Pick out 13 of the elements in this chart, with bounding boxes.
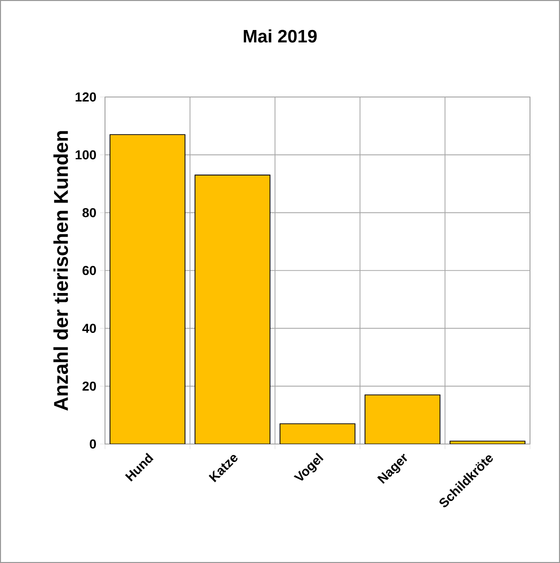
chart-title: Mai 2019 <box>244 29 317 43</box>
bar <box>280 424 356 444</box>
bar <box>195 175 270 444</box>
y-tick-label: 0 <box>90 439 96 449</box>
bar <box>110 134 185 444</box>
bar <box>365 394 440 444</box>
y-tick-label: 20 <box>82 382 96 391</box>
y-tick-label: 40 <box>82 324 96 333</box>
y-tick-label: 120 <box>76 92 96 102</box>
y-tick-label: 100 <box>76 150 96 160</box>
y-axis-title: Anzahl der tierischen Kunden <box>53 131 68 411</box>
y-tick-label: 80 <box>82 208 96 218</box>
y-tick-label: 60 <box>82 266 96 276</box>
